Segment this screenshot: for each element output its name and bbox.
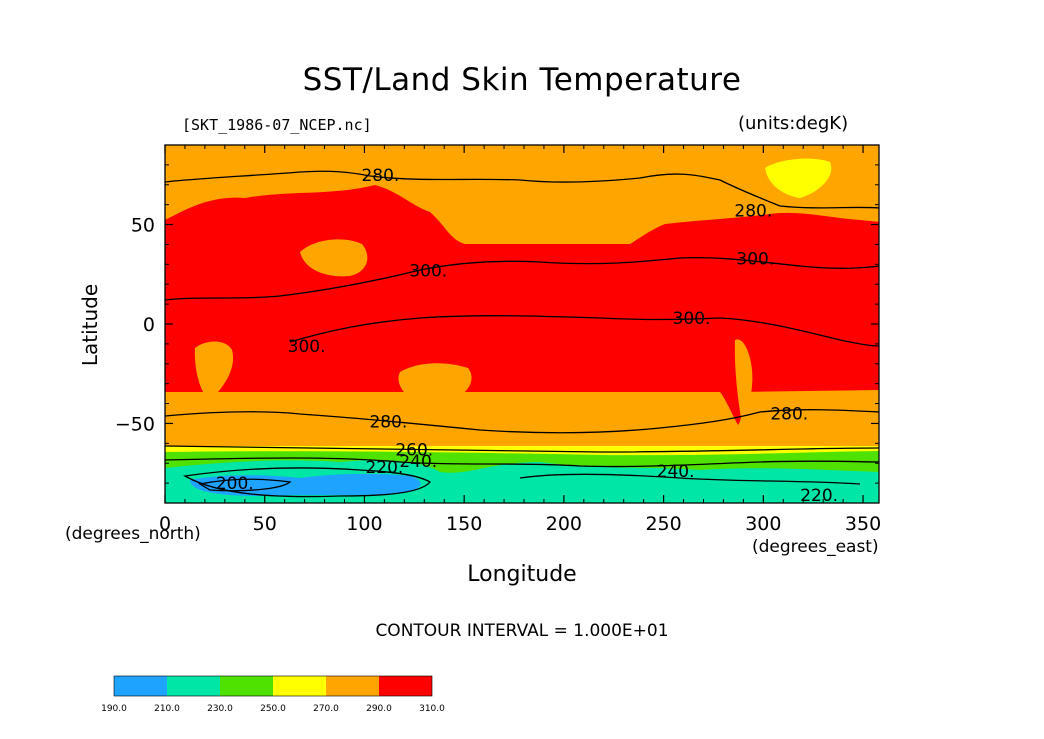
x-tick-label-0: 0 <box>159 513 171 535</box>
x-tick-label-7: 350 <box>845 513 881 535</box>
colorbar-label-1: 210.0 <box>154 704 180 714</box>
colorbar-swatch-3 <box>273 676 326 696</box>
contour-200 <box>198 478 292 492</box>
contour-label-0: 280. <box>361 166 399 186</box>
axes-group: 0 50 100 150 200 250 300 350 −50 0 50 <box>115 145 881 535</box>
land-central-asia <box>300 239 368 277</box>
colorbar: 190.0 210.0 230.0 250.0 270.0 290.0 310.0 <box>101 675 445 714</box>
contour-300-north <box>165 256 879 301</box>
contour-antarctic-east <box>519 473 861 485</box>
contour-220 <box>183 467 431 498</box>
contour-label-5: 300. <box>288 337 326 357</box>
contour-label-4: 300. <box>673 309 711 329</box>
colorbar-label-4: 270.0 <box>313 704 339 714</box>
land-greenland-ice <box>765 158 832 198</box>
colorbar-swatch-5 <box>379 676 432 696</box>
x-tick-label-1: 50 <box>253 513 277 535</box>
contour-label-1: 280. <box>734 202 772 222</box>
contour-label-3: 300. <box>736 249 774 269</box>
chart-title: SST/Land Skin Temperature <box>302 62 742 98</box>
land-southern-africa <box>194 341 234 395</box>
x-tick-label-4: 200 <box>546 513 582 535</box>
colorbar-swatch-0 <box>114 676 167 696</box>
contour-label-9: 220. <box>365 458 403 478</box>
contour-label-group: 280.280.300.300.300.300.280. 280.260.220.… <box>216 166 838 506</box>
contour-lines <box>165 170 879 498</box>
contour-label-7: 280. <box>770 405 808 425</box>
y-unit-label: (degrees_north) <box>65 524 201 544</box>
contour-280-north <box>165 170 879 209</box>
colorbar-frame <box>113 675 433 697</box>
contour-interval-text: CONTOUR INTERVAL = 1.000E+01 <box>375 621 669 641</box>
contour-label-10: 240. <box>399 452 437 472</box>
y-tick-label-0: −50 <box>115 413 155 435</box>
contour-280-south <box>165 409 879 434</box>
x-tick-label-2: 100 <box>346 513 382 535</box>
dataset-label: [SKT_1986-07_NCEP.nc] <box>182 116 372 134</box>
y-tick-label-2: 50 <box>131 215 155 237</box>
land-andes <box>734 339 753 425</box>
contour-label-8: 260. <box>395 440 433 460</box>
colorbar-label-3: 250.0 <box>260 704 286 714</box>
contour-label-6: 280. <box>369 412 407 432</box>
land-australia <box>398 363 472 398</box>
x-tick-label-5: 250 <box>645 513 681 535</box>
contour-260 <box>165 445 879 453</box>
x-axis-label: Longitude <box>467 562 577 587</box>
x-unit-label: (degrees_east) <box>752 537 879 557</box>
units-label: (units:degK) <box>738 113 849 134</box>
colorbar-swatch-4 <box>326 676 379 696</box>
contour-label-13: 220. <box>800 486 838 506</box>
colorbar-label-2: 230.0 <box>207 704 233 714</box>
land-greenland-rim <box>750 150 764 180</box>
colorbar-label-5: 290.0 <box>366 704 392 714</box>
x-tick-label-3: 150 <box>446 513 482 535</box>
x-tick-label-6: 300 <box>745 513 781 535</box>
contour-label-11: 240. <box>657 462 695 482</box>
y-tick-label-1: 0 <box>143 314 155 336</box>
contour-240 <box>165 457 879 468</box>
colorbar-swatch-2 <box>220 676 273 696</box>
contour-label-2: 300. <box>409 261 447 281</box>
colorbar-label-0: 190.0 <box>101 704 127 714</box>
colorbar-label-6: 310.0 <box>419 704 445 714</box>
colorbar-swatch-1 <box>167 676 220 696</box>
contour-label-12: 200. <box>216 474 254 494</box>
contour-300-equator <box>289 315 879 347</box>
